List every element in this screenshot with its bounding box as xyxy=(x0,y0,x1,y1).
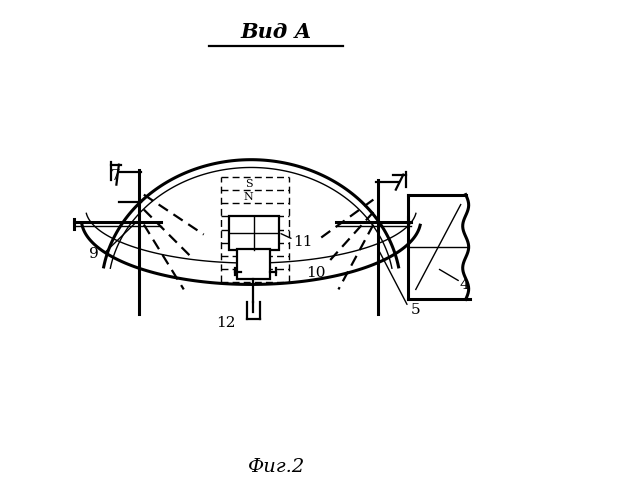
Text: 10: 10 xyxy=(306,266,325,280)
Text: 12: 12 xyxy=(216,316,236,330)
Text: 7: 7 xyxy=(110,169,120,183)
Text: Фиг.2: Фиг.2 xyxy=(248,458,305,476)
Text: S: S xyxy=(245,179,253,189)
Bar xyxy=(229,216,279,250)
Text: 5: 5 xyxy=(411,303,420,317)
Text: Вид А: Вид А xyxy=(240,22,312,42)
Bar xyxy=(237,249,269,279)
Text: 9: 9 xyxy=(89,248,99,261)
Text: 11: 11 xyxy=(294,235,313,249)
Text: N: N xyxy=(244,192,254,202)
Text: 4: 4 xyxy=(460,278,470,292)
